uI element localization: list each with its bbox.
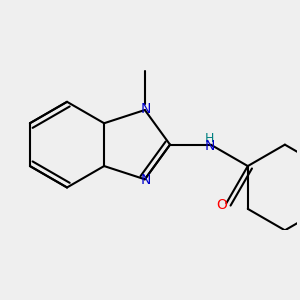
Text: N: N xyxy=(141,102,151,116)
Text: N: N xyxy=(204,139,215,153)
Text: O: O xyxy=(217,198,227,212)
Text: H: H xyxy=(205,132,214,145)
Text: N: N xyxy=(141,173,151,188)
